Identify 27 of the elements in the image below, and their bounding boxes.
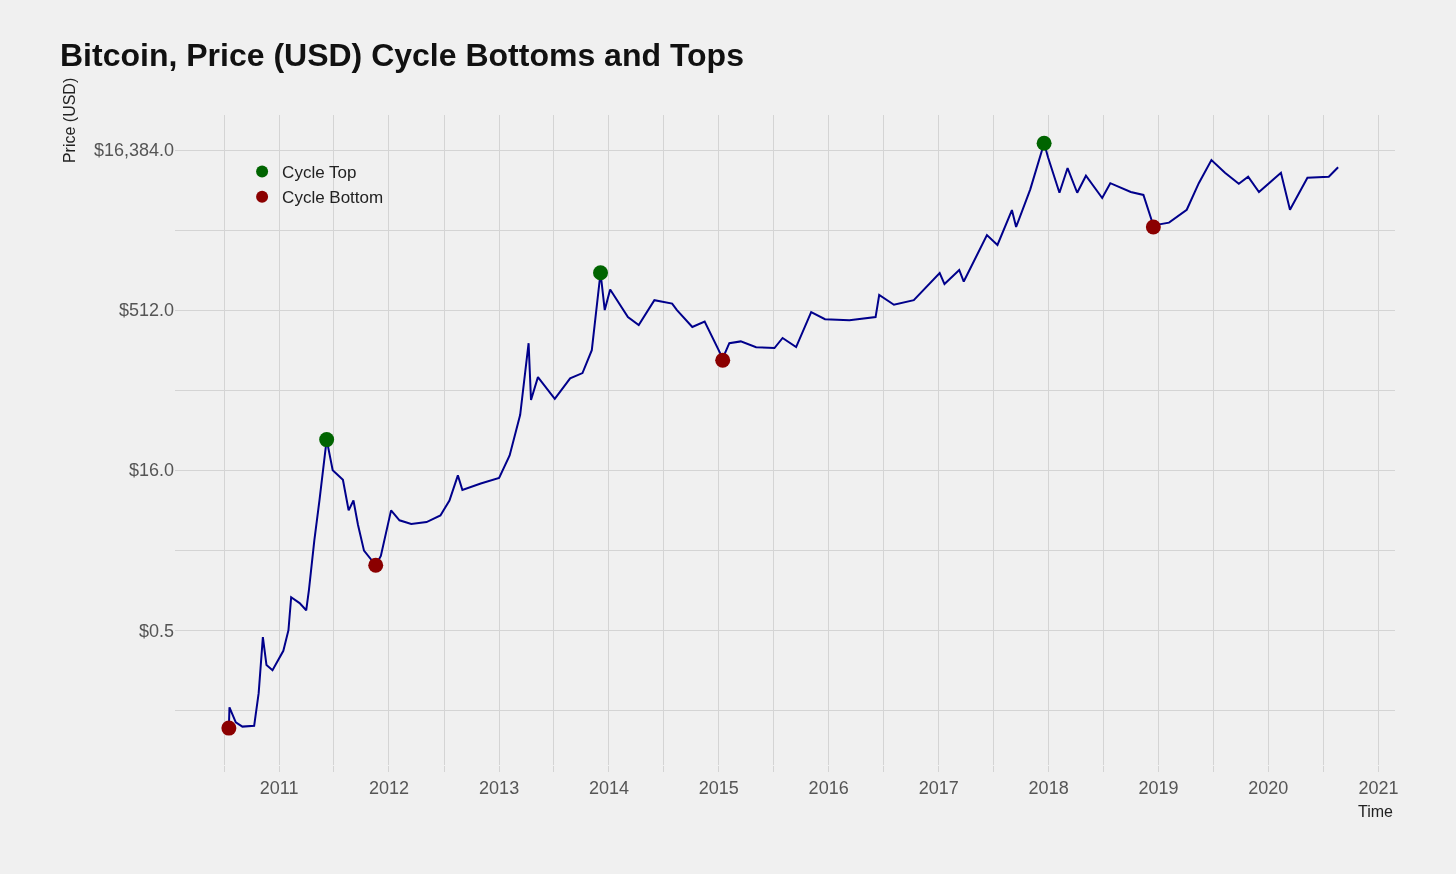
x-tick-label: 2020 — [1248, 777, 1289, 798]
x-tick-label: 2016 — [808, 777, 849, 798]
point — [368, 557, 384, 573]
x-tick-label: 2019 — [1138, 777, 1179, 798]
y-tick-label: $512.0 — [118, 300, 174, 321]
legend-label: Cycle Top — [282, 163, 357, 183]
y-tick-label: $16.0 — [128, 460, 174, 481]
point — [1145, 219, 1161, 235]
chart-title: Bitcoin, Price (USD) Cycle Bottoms and Tops — [60, 37, 744, 74]
point — [593, 265, 609, 281]
y-tick-label: $16,384.0 — [93, 140, 174, 161]
x-tick-label: 2015 — [698, 777, 739, 798]
point — [319, 432, 335, 448]
x-tick-label: 2012 — [368, 777, 409, 798]
x-tick-label: 2017 — [918, 777, 959, 798]
x-tick-label: 2018 — [1028, 777, 1069, 798]
x-tick-label: 2011 — [259, 777, 299, 798]
x-axis-title: Time — [1358, 803, 1394, 820]
y-tick-label: $0.5 — [138, 620, 174, 641]
x-tick-label: 2021 — [1358, 777, 1399, 798]
x-tick-label: 2014 — [588, 777, 629, 798]
point — [1036, 135, 1052, 151]
legend-label: Cycle Bottom — [282, 188, 384, 208]
point — [221, 720, 237, 736]
y-axis-title: Price (USD) — [61, 77, 79, 164]
x-tick-label: 2013 — [479, 777, 520, 798]
point — [715, 352, 731, 368]
